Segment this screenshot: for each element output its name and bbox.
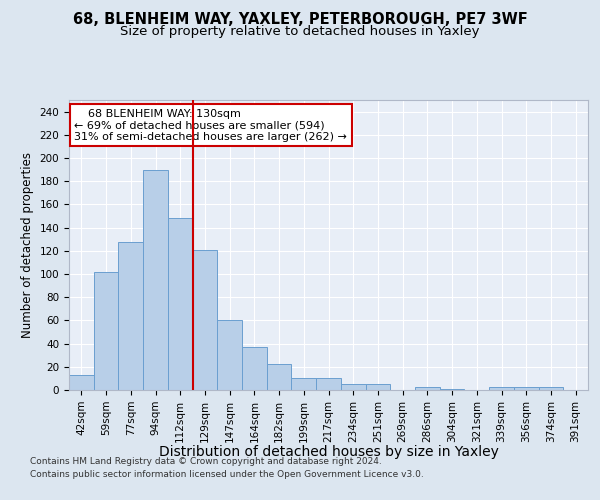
Y-axis label: Number of detached properties: Number of detached properties (21, 152, 34, 338)
X-axis label: Distribution of detached houses by size in Yaxley: Distribution of detached houses by size … (158, 444, 499, 458)
Bar (168, 218, 193, 390)
Bar (316, 378, 341, 390)
Text: Contains HM Land Registry data © Crown copyright and database right 2024.: Contains HM Land Registry data © Crown c… (30, 458, 382, 466)
Bar (489, 386, 514, 390)
Bar (267, 364, 292, 390)
Bar (292, 378, 316, 390)
Bar (341, 384, 365, 390)
Text: 68, BLENHEIM WAY, YAXLEY, PETERBOROUGH, PE7 3WF: 68, BLENHEIM WAY, YAXLEY, PETERBOROUGH, … (73, 12, 527, 28)
Bar (415, 386, 440, 390)
Text: Contains public sector information licensed under the Open Government Licence v3: Contains public sector information licen… (30, 470, 424, 479)
Bar (365, 384, 390, 390)
Text: Size of property relative to detached houses in Yaxley: Size of property relative to detached ho… (120, 25, 480, 38)
Bar (217, 320, 242, 390)
Bar (514, 386, 539, 390)
Bar (69, 375, 94, 390)
Bar (539, 386, 563, 390)
Bar (193, 250, 217, 390)
Bar (440, 389, 464, 390)
Bar (94, 272, 118, 390)
Bar (143, 170, 168, 390)
Text: 68 BLENHEIM WAY: 130sqm
← 69% of detached houses are smaller (594)
31% of semi-d: 68 BLENHEIM WAY: 130sqm ← 69% of detache… (74, 108, 347, 142)
Bar (118, 242, 143, 390)
Bar (242, 347, 267, 390)
